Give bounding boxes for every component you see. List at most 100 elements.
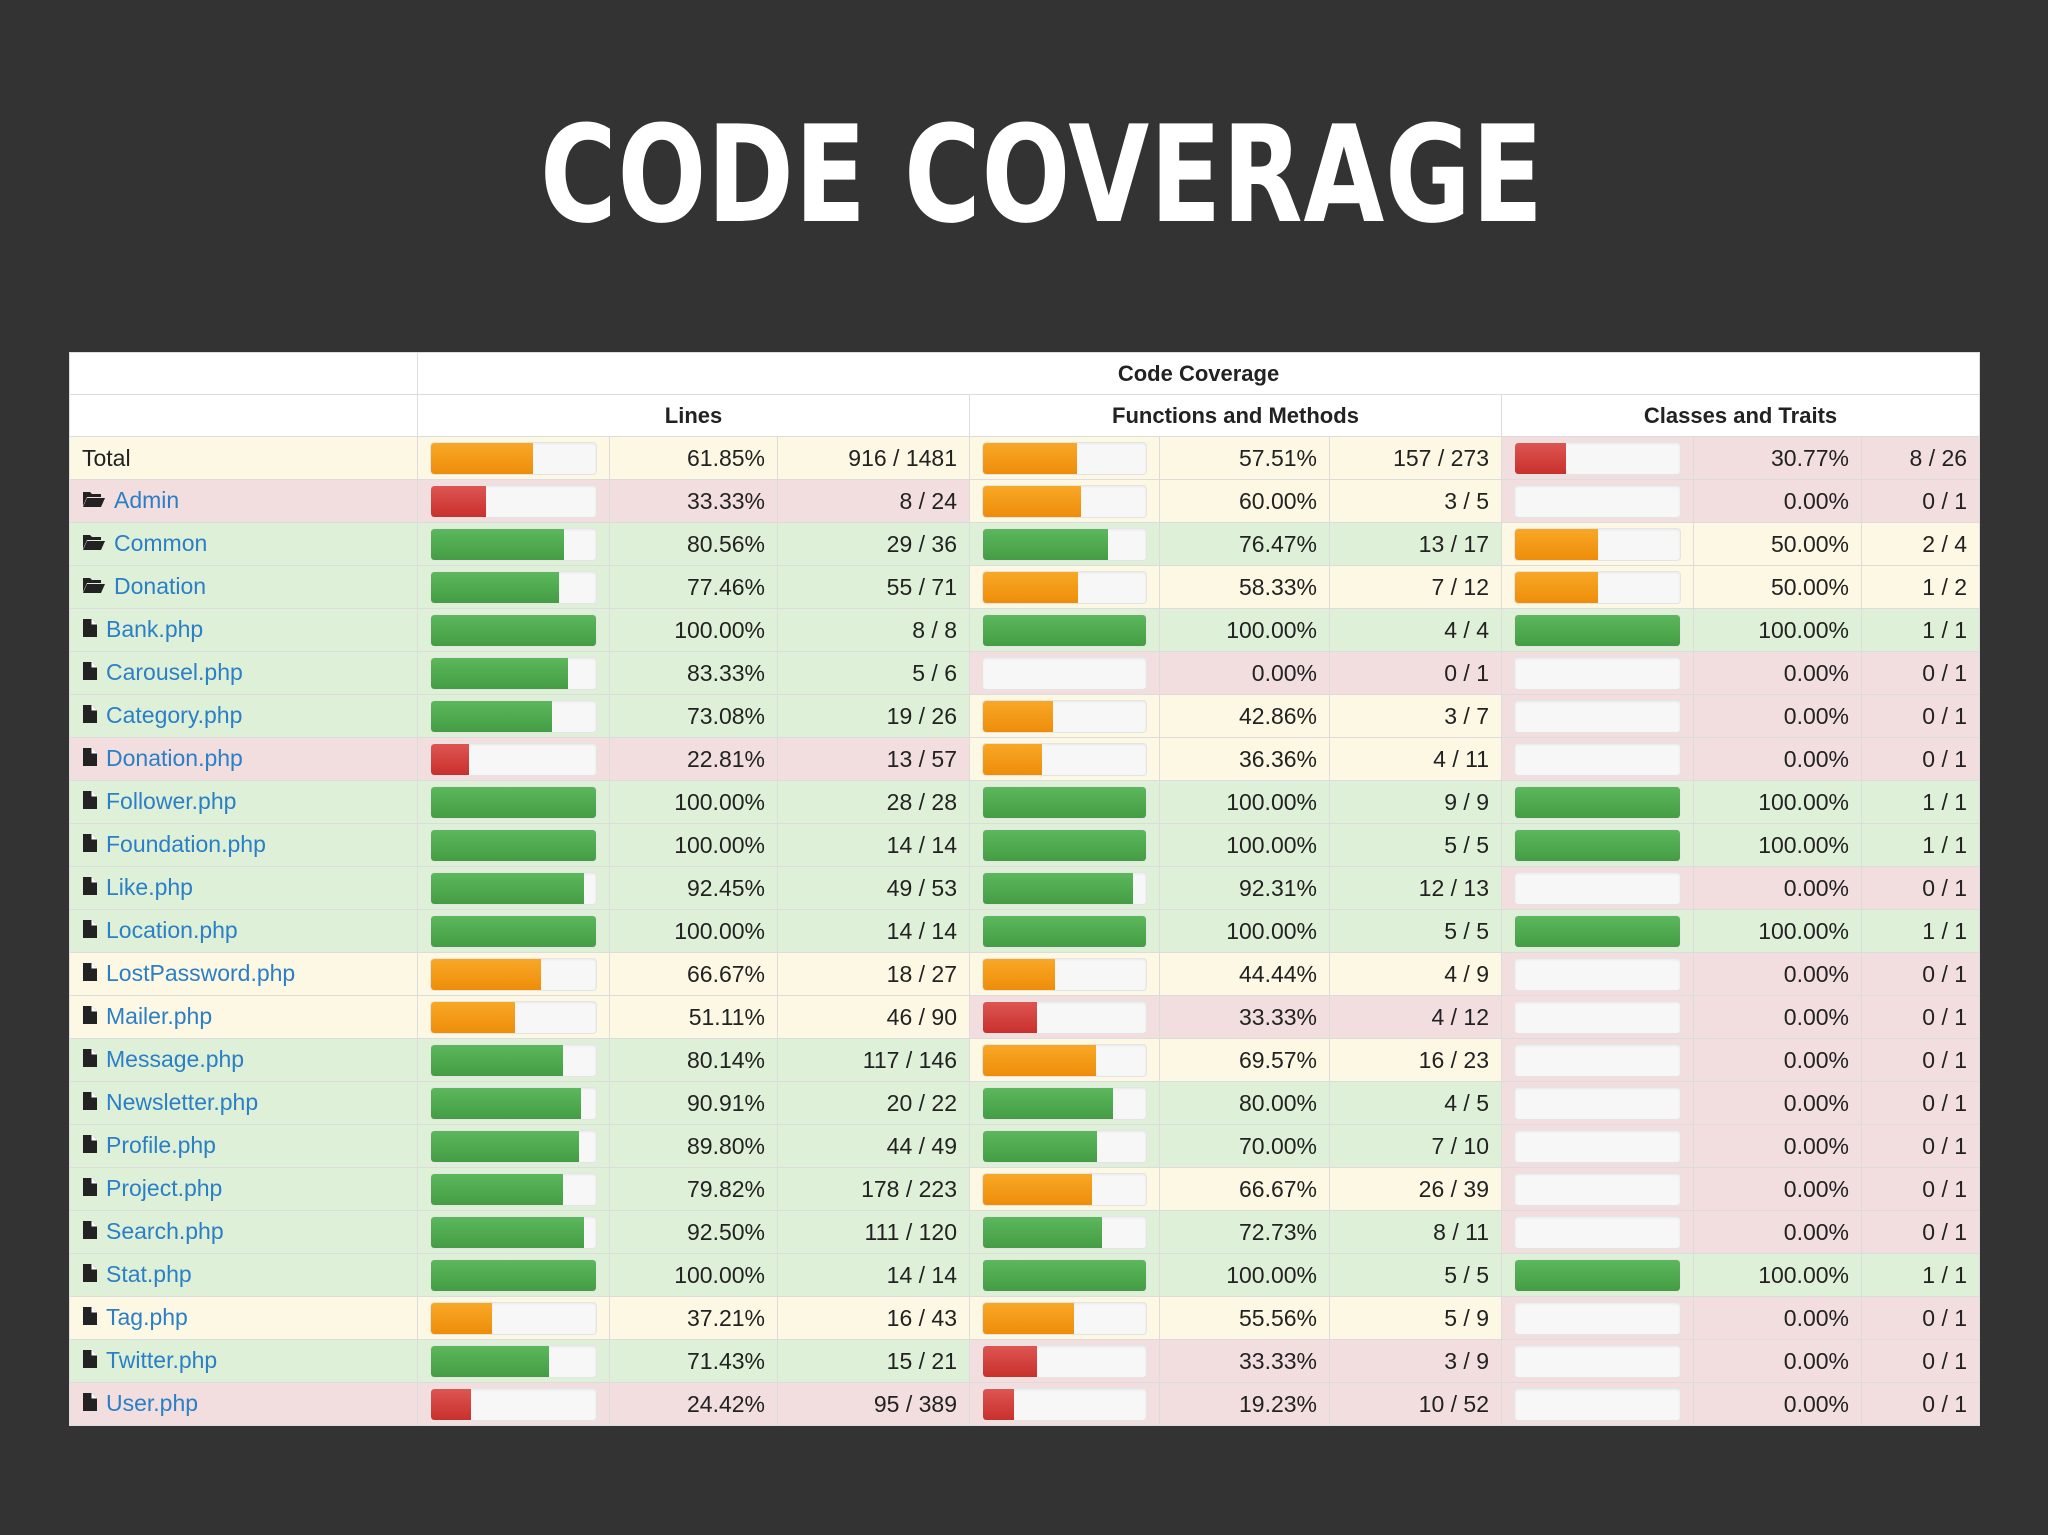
progress-bar — [430, 527, 597, 561]
file-icon — [82, 832, 98, 859]
lines-percent: 66.67% — [609, 952, 778, 996]
progress-bar-fill — [431, 442, 534, 474]
progress-bar-fill — [1515, 614, 1680, 646]
progress-bar-fill — [1515, 915, 1680, 947]
file-link[interactable]: Project.php — [106, 1174, 223, 1201]
classes-percent: 30.77% — [1693, 436, 1862, 480]
file-icon — [82, 875, 98, 902]
classes-bar-cell — [1501, 823, 1694, 867]
lines-percent: 100.00% — [609, 823, 778, 867]
functions-percent: 66.67% — [1159, 1167, 1330, 1211]
progress-bar — [982, 1344, 1147, 1378]
total-label: Total — [82, 444, 131, 471]
file-link[interactable]: Message.php — [106, 1045, 245, 1072]
progress-bar-fill — [431, 1216, 584, 1248]
classes-bar-cell — [1501, 1382, 1694, 1426]
functions-bar-cell — [969, 651, 1160, 695]
functions-percent: 58.33% — [1159, 565, 1330, 609]
lines-ratio: 14 / 14 — [777, 1253, 970, 1297]
file-link[interactable]: Donation.php — [106, 744, 243, 771]
progress-bar — [982, 828, 1147, 862]
progress-bar-fill — [983, 872, 1134, 904]
progress-bar-fill — [983, 700, 1053, 732]
progress-bar-fill — [1515, 786, 1680, 818]
classes-bar-cell — [1501, 952, 1694, 996]
functions-ratio: 13 / 17 — [1329, 522, 1502, 566]
file-link[interactable]: Like.php — [106, 873, 193, 900]
file-link[interactable]: Category.php — [106, 701, 243, 728]
file-link[interactable]: Follower.php — [106, 787, 237, 814]
lines-percent: 71.43% — [609, 1339, 778, 1383]
classes-ratio: 0 / 1 — [1860, 737, 1981, 781]
table-row: Newsletter.php 90.91% 20 / 22 80.00% 4 / 5 0.… — [69, 1081, 1981, 1125]
progress-bar-fill — [431, 958, 541, 990]
classes-percent: 0.00% — [1693, 1339, 1862, 1383]
lines-bar-cell — [417, 651, 610, 695]
file-link[interactable]: Tag.php — [106, 1303, 188, 1330]
lines-percent: 61.85% — [609, 436, 778, 480]
file-icon — [82, 918, 98, 945]
functions-percent: 60.00% — [1159, 479, 1330, 523]
name-cell: Newsletter.php — [69, 1081, 418, 1125]
progress-bar-fill — [431, 528, 564, 560]
progress-bar — [982, 914, 1147, 948]
folder-link[interactable]: Donation — [114, 572, 207, 599]
file-link[interactable]: Bank.php — [106, 615, 204, 642]
functions-bar-cell — [969, 737, 1160, 781]
functions-ratio: 4 / 9 — [1329, 952, 1502, 996]
table-row: Carousel.php 83.33% 5 / 6 0.00% 0 / 1 0.00% 0 … — [69, 651, 1981, 695]
file-icon — [82, 703, 98, 730]
file-link[interactable]: Mailer.php — [106, 1002, 213, 1029]
lines-bar-cell — [417, 694, 610, 738]
table-row: Tag.php 37.21% 16 / 43 55.56% 5 / 9 0.00% 0 / … — [69, 1296, 1981, 1340]
functions-percent: 57.51% — [1159, 436, 1330, 480]
folder-link[interactable]: Admin — [114, 486, 180, 513]
progress-bar-fill — [431, 1087, 581, 1119]
lines-percent: 79.82% — [609, 1167, 778, 1211]
file-link[interactable]: Search.php — [106, 1217, 224, 1244]
progress-bar-fill — [431, 743, 469, 775]
classes-percent: 0.00% — [1693, 1296, 1862, 1340]
file-link[interactable]: Foundation.php — [106, 830, 266, 857]
file-link[interactable]: Location.php — [106, 916, 238, 943]
classes-ratio: 0 / 1 — [1860, 995, 1981, 1039]
lines-percent: 80.56% — [609, 522, 778, 566]
functions-ratio: 4 / 11 — [1329, 737, 1502, 781]
functions-bar-cell — [969, 952, 1160, 996]
file-link[interactable]: LostPassword.php — [106, 959, 296, 986]
name-cell: Location.php — [69, 909, 418, 953]
progress-bar — [982, 1387, 1147, 1421]
file-link[interactable]: Twitter.php — [106, 1346, 218, 1373]
file-link[interactable]: Newsletter.php — [106, 1088, 259, 1115]
progress-bar — [982, 441, 1147, 475]
table-row: Admin 33.33% 8 / 24 60.00% 3 / 5 0.00% 0 / 1 — [69, 479, 1981, 523]
progress-bar-fill — [431, 657, 569, 689]
functions-ratio: 7 / 10 — [1329, 1124, 1502, 1168]
file-link[interactable]: Carousel.php — [106, 658, 243, 685]
lines-percent: 22.81% — [609, 737, 778, 781]
progress-bar-fill — [431, 700, 552, 732]
file-link[interactable]: User.php — [106, 1389, 199, 1416]
lines-ratio: 55 / 71 — [777, 565, 970, 609]
progress-bar-fill — [983, 1302, 1074, 1334]
lines-ratio: 14 / 14 — [777, 823, 970, 867]
progress-bar-fill — [983, 958, 1056, 990]
functions-ratio: 4 / 4 — [1329, 608, 1502, 652]
functions-percent: 0.00% — [1159, 651, 1330, 695]
progress-bar — [430, 656, 597, 690]
classes-percent: 0.00% — [1693, 1124, 1862, 1168]
progress-bar-fill — [983, 915, 1146, 947]
lines-ratio: 13 / 57 — [777, 737, 970, 781]
progress-bar — [1514, 1215, 1681, 1249]
file-link[interactable]: Profile.php — [106, 1131, 216, 1158]
progress-bar-fill — [1515, 829, 1680, 861]
functions-bar-cell — [969, 1081, 1160, 1125]
table-row: Donation.php 22.81% 13 / 57 36.36% 4 / 11 0.0… — [69, 737, 1981, 781]
name-cell: Twitter.php — [69, 1339, 418, 1383]
progress-bar — [430, 1000, 597, 1034]
classes-ratio: 0 / 1 — [1860, 1038, 1981, 1082]
folder-link[interactable]: Common — [114, 529, 208, 556]
file-icon — [82, 1391, 98, 1418]
name-cell: Stat.php — [69, 1253, 418, 1297]
file-link[interactable]: Stat.php — [106, 1260, 192, 1287]
